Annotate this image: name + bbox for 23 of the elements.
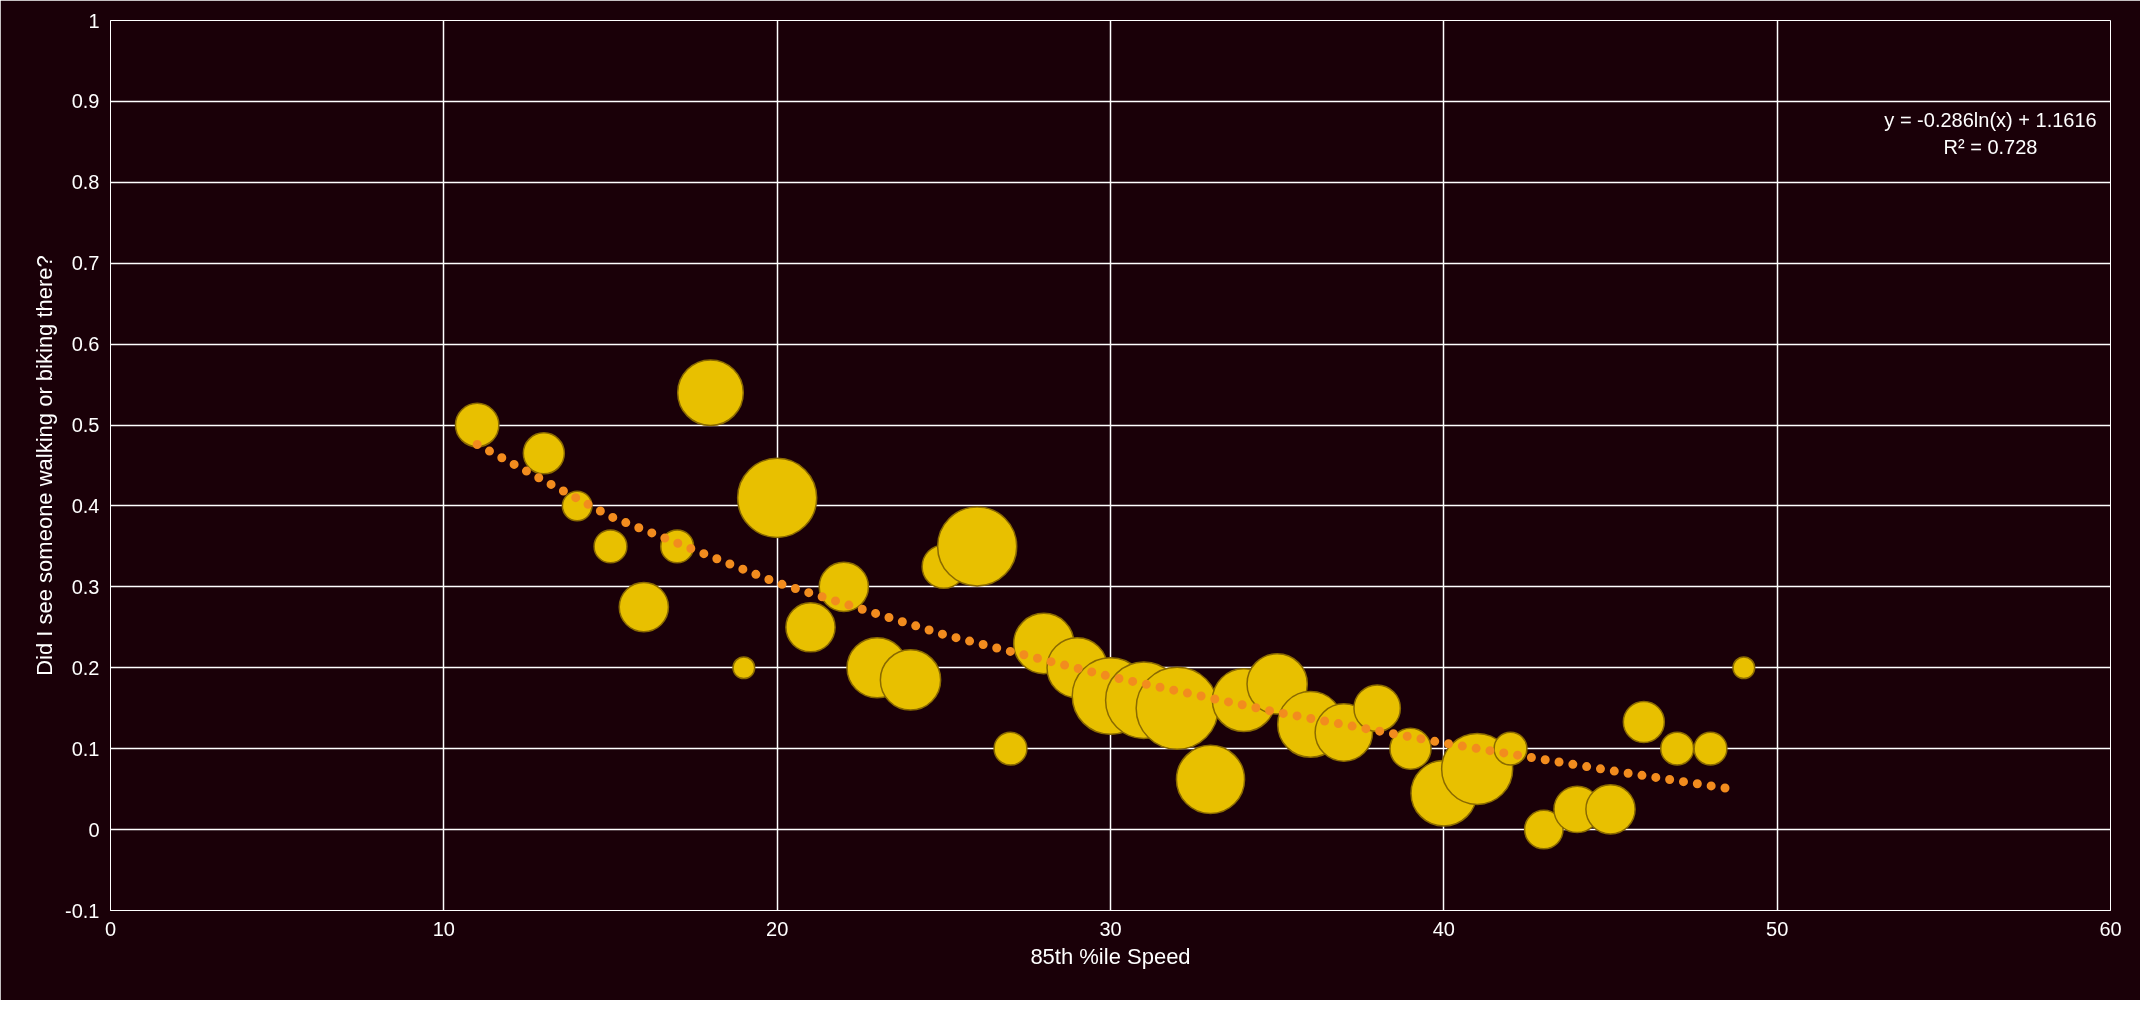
y-tick-label: 0.9 xyxy=(71,90,100,113)
y-tick-label: 0 xyxy=(88,818,100,841)
y-tick-label: 0.6 xyxy=(71,333,100,356)
y-tick-label: 0.3 xyxy=(71,575,100,598)
x-tick-label: 30 xyxy=(1099,917,1122,940)
x-axis-title: 85th %ile Speed xyxy=(1030,943,1191,969)
y-tick-label: -0.1 xyxy=(65,899,100,922)
annotation: R² = 0.728 xyxy=(1943,136,2038,159)
y-tick-label: 0.4 xyxy=(71,494,100,517)
x-tick-label: 20 xyxy=(766,917,789,940)
y-tick-label: 0.7 xyxy=(71,252,100,275)
x-tick-label: 10 xyxy=(432,917,455,940)
annotation: y = -0.286ln(x) + 1.1616 xyxy=(1884,108,2097,131)
y-axis-title: Did I see someone walking or biking there? xyxy=(32,255,58,676)
y-tick-label: 1 xyxy=(88,9,100,32)
x-tick-label: 50 xyxy=(1766,917,1789,940)
x-tick-label: 40 xyxy=(1432,917,1455,940)
y-tick-label: 0.5 xyxy=(71,414,100,437)
y-tick-label: 0.1 xyxy=(71,737,100,760)
y-tick-label: 0.8 xyxy=(71,171,100,194)
x-tick-label: 60 xyxy=(2099,917,2122,940)
y-tick-label: 0.2 xyxy=(71,656,100,679)
x-tick-label: 0 xyxy=(104,917,117,940)
